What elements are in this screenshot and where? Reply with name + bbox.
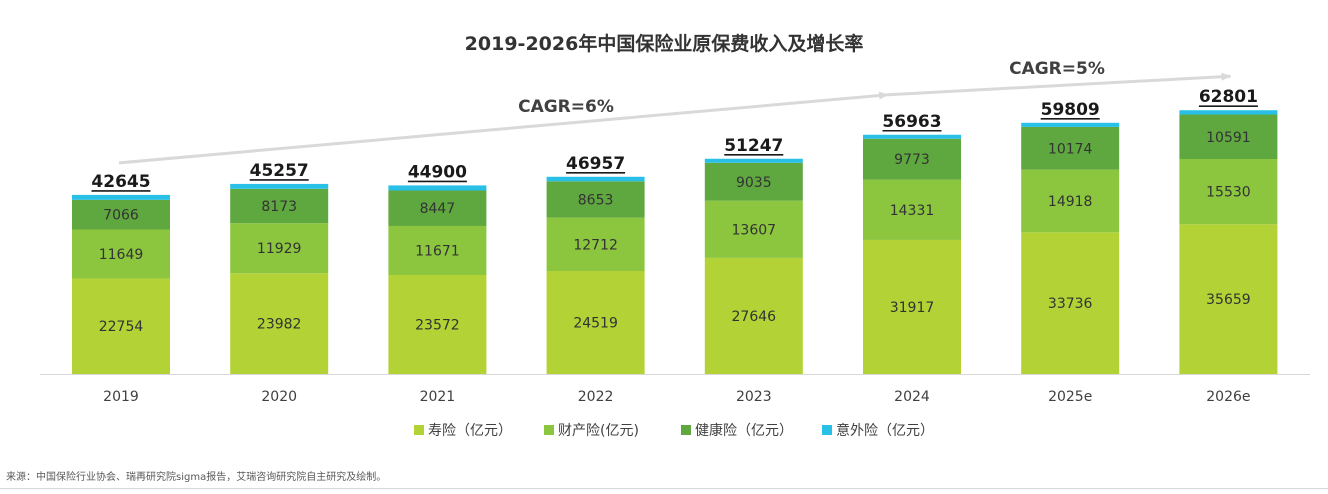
x-tick-label-2021: 2021 <box>420 389 456 405</box>
bar-segment-健康险（亿元）-2025e <box>1021 126 1120 170</box>
data-label-2024-1: 14331 <box>890 203 935 219</box>
bar-segment-意外险（亿元）-2026e <box>1179 110 1278 115</box>
x-tick-label-2020: 2020 <box>261 389 297 405</box>
bar-segment-财产险(亿元)-2024 <box>863 179 961 240</box>
bar-segment-寿险（亿元）-2026e <box>1179 224 1278 374</box>
bar-segment-健康险（亿元）-2019 <box>72 199 170 230</box>
data-label-2020-0: 23982 <box>257 317 302 333</box>
total-label-2022: 46957 <box>566 154 625 174</box>
cagr-annotation-1: CAGR=6% <box>518 97 614 117</box>
legend-swatch-1 <box>544 425 554 435</box>
legend-swatch-2 <box>681 425 691 435</box>
bar-segment-财产险(亿元)-2019 <box>72 229 170 279</box>
x-tick-label-2024: 2024 <box>894 389 930 405</box>
total-label-2020: 45257 <box>250 161 309 181</box>
bar-segment-健康险（亿元）-2022 <box>546 181 645 218</box>
bar-segment-意外险（亿元）-2025e <box>1021 122 1120 127</box>
x-tick-label-2019: 2019 <box>103 389 139 405</box>
total-label-2024: 56963 <box>882 112 941 132</box>
data-label-2022-2: 8653 <box>578 192 614 208</box>
data-label-2023-0: 27646 <box>732 309 777 325</box>
bar-segment-寿险（亿元）-2019 <box>72 278 170 374</box>
legend-swatch-0 <box>414 425 424 435</box>
x-tick-label-2026e: 2026e <box>1206 389 1250 405</box>
data-label-2025e-0: 33736 <box>1048 296 1093 312</box>
legend-label-2: 健康险（亿元） <box>695 422 793 439</box>
bar-segment-意外险（亿元）-2022 <box>546 176 645 182</box>
bar-segment-寿险（亿元）-2023 <box>704 257 803 374</box>
data-label-2023-2: 9035 <box>736 175 772 191</box>
source-note: 来源：中国保险行业协会、瑞再研究院sigma报告，艾瑞咨询研究院自主研究及绘制。 <box>6 472 387 483</box>
legend-swatch-3 <box>822 425 832 435</box>
data-label-2019-1: 11649 <box>99 247 144 263</box>
bar-segment-意外险（亿元）-2019 <box>72 194 170 200</box>
bar-segment-意外险（亿元）-2023 <box>704 158 803 163</box>
data-label-2026e-1: 15530 <box>1206 185 1251 201</box>
cagr-arrow-2024-2026 <box>887 72 1232 97</box>
bar-segment-寿险（亿元）-2021 <box>388 274 487 374</box>
data-label-2022-0: 24519 <box>573 316 618 332</box>
bar-segment-意外险（亿元）-2024 <box>863 134 961 139</box>
bar-segment-健康险（亿元）-2023 <box>704 162 803 201</box>
legend-label-0: 寿险（亿元） <box>428 422 512 439</box>
bar-segment-寿险（亿元）-2025e <box>1021 232 1120 374</box>
data-label-2019-2: 7066 <box>103 208 139 224</box>
data-label-2021-1: 11671 <box>415 243 460 259</box>
bar-segment-健康险（亿元）-2026e <box>1179 114 1278 160</box>
bar-segment-财产险(亿元)-2022 <box>546 217 645 272</box>
bar-segment-财产险(亿元)-2020 <box>230 223 329 274</box>
bar-segment-意外险（亿元）-2021 <box>388 185 487 191</box>
data-label-2021-0: 23572 <box>415 317 460 333</box>
data-label-2023-1: 13607 <box>732 222 777 238</box>
data-label-2024-0: 31917 <box>890 300 935 316</box>
bar-segment-财产险(亿元)-2025e <box>1021 169 1120 233</box>
bottom-divider <box>0 488 1328 489</box>
total-label-2025e: 59809 <box>1041 100 1100 120</box>
cagr-annotation-2: CAGR=5% <box>1009 59 1105 79</box>
bar-segment-财产险(亿元)-2026e <box>1179 159 1278 225</box>
bar-segment-寿险（亿元）-2022 <box>546 271 645 374</box>
data-label-2021-2: 8447 <box>420 201 456 217</box>
legend-label-1: 财产险(亿元) <box>558 423 639 439</box>
bar-segment-财产险(亿元)-2021 <box>388 225 487 275</box>
bar-segment-寿险（亿元）-2020 <box>230 273 329 374</box>
total-label-2019: 42645 <box>91 172 150 192</box>
total-label-2023: 51247 <box>724 136 783 156</box>
total-label-2026e: 62801 <box>1199 87 1258 107</box>
data-label-2022-1: 12712 <box>573 237 618 253</box>
legend-label-3: 意外险（亿元） <box>836 422 934 439</box>
data-label-2025e-2: 10174 <box>1048 141 1093 157</box>
chart-title: 2019-2026年中国保险业原保费收入及增长率 <box>465 32 864 55</box>
data-label-2026e-0: 35659 <box>1206 292 1251 308</box>
bar-segment-寿险（亿元）-2024 <box>863 239 961 374</box>
cagr-arrow-2019-2024 <box>118 91 889 165</box>
data-label-2020-2: 8173 <box>261 199 297 215</box>
data-label-2024-2: 9773 <box>894 152 930 168</box>
bar-segment-意外险（亿元）-2020 <box>230 183 329 189</box>
data-label-2019-0: 22754 <box>99 319 144 335</box>
x-tick-label-2025e: 2025e <box>1048 389 1092 405</box>
data-label-2025e-1: 14918 <box>1048 194 1093 210</box>
total-label-2021: 44900 <box>408 162 467 182</box>
data-label-2020-1: 11929 <box>257 241 302 257</box>
data-label-2026e-2: 10591 <box>1206 130 1251 146</box>
bar-segment-健康险（亿元）-2020 <box>230 188 329 224</box>
bar-segment-健康险（亿元）-2024 <box>863 138 961 180</box>
bar-segment-财产险(亿元)-2023 <box>704 200 803 258</box>
bar-segment-健康险（亿元）-2021 <box>388 190 487 226</box>
x-tick-label-2023: 2023 <box>736 389 772 405</box>
x-tick-label-2022: 2022 <box>578 389 614 405</box>
